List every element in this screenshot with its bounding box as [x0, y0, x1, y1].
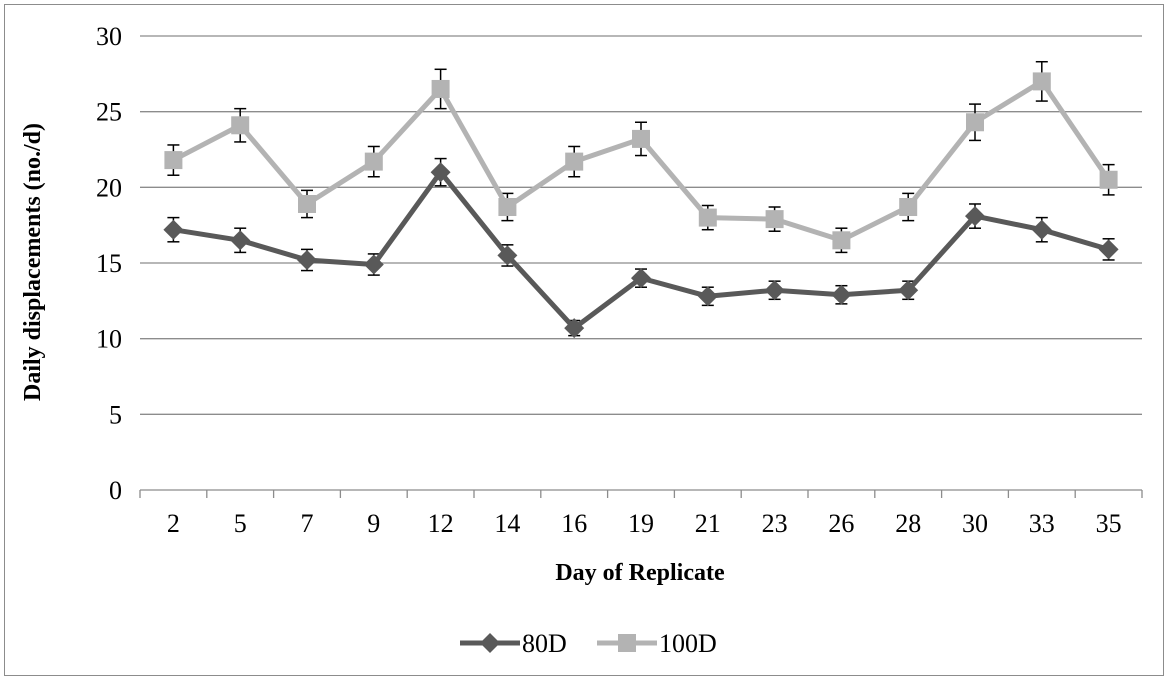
legend-label: 80D: [522, 629, 567, 658]
gridlines: [140, 35, 1142, 415]
data-point: [831, 284, 852, 305]
y-tick-label: 15: [96, 249, 122, 278]
data-point: [364, 152, 383, 171]
data-point: [1031, 219, 1052, 240]
data-point: [431, 79, 450, 98]
data-point: [565, 152, 584, 171]
y-tick-label: 0: [109, 476, 122, 505]
data-point: [1032, 72, 1051, 91]
data-point: [231, 116, 250, 135]
x-tick-label: 21: [695, 509, 721, 538]
x-tick-label: 9: [367, 509, 380, 538]
legend-marker: [618, 634, 636, 652]
data-point: [832, 231, 851, 250]
x-tick-label: 2: [167, 509, 180, 538]
legend-item: 80D: [460, 629, 567, 658]
data-point: [898, 280, 919, 301]
series-layer: [163, 60, 1119, 339]
data-point: [163, 219, 184, 240]
data-point: [498, 198, 517, 217]
y-tick-label: 10: [96, 325, 122, 354]
x-tick-label: 14: [494, 509, 520, 538]
y-tick-label: 25: [96, 98, 122, 127]
data-point: [764, 280, 785, 301]
data-point: [698, 208, 717, 227]
x-tick-label: 30: [962, 509, 988, 538]
x-tick-label: 35: [1096, 509, 1122, 538]
x-tick-label: 5: [234, 509, 247, 538]
data-point: [164, 151, 183, 170]
data-point: [966, 113, 984, 132]
data-point: [298, 194, 316, 213]
y-tick-labels: 0 5 10 15 20 25 30: [96, 22, 122, 505]
x-tick-label: 19: [628, 509, 654, 538]
data-point: [1098, 239, 1119, 260]
data-point: [564, 318, 585, 339]
series-100D: [164, 60, 1118, 254]
x-tick-label: 33: [1029, 509, 1055, 538]
x-axis: [139, 489, 1143, 498]
x-tick-label: 16: [561, 509, 587, 538]
data-point: [230, 230, 251, 251]
data-point: [697, 286, 718, 307]
x-tick-label: 7: [301, 509, 314, 538]
data-point: [632, 129, 650, 148]
data-point: [497, 245, 518, 266]
legend-label: 100D: [659, 629, 717, 658]
series-80D: [163, 157, 1119, 339]
y-tick-label: 5: [109, 400, 122, 429]
x-tick-label: 23: [762, 509, 788, 538]
data-point: [965, 206, 985, 227]
x-tick-label: 26: [828, 509, 854, 538]
data-point: [765, 210, 784, 229]
x-axis-title: Day of Replicate: [555, 560, 725, 586]
x-tick-label: 12: [428, 509, 454, 538]
legend-item: 100D: [597, 629, 717, 658]
data-point: [363, 254, 384, 275]
x-tick-label: 28: [895, 509, 921, 538]
data-point: [1099, 170, 1118, 189]
y-tick-label: 20: [96, 173, 122, 202]
legend: 80D 100D: [460, 629, 717, 658]
data-point: [899, 198, 918, 217]
x-tick-labels: 2 5 7 9 12 14 16 19 21 23 26 28 30 33 35: [167, 509, 1122, 538]
data-point: [430, 162, 451, 183]
data-point: [631, 268, 651, 289]
y-axis-title: Daily displacements (no./d): [20, 123, 46, 401]
legend-marker: [480, 633, 500, 653]
y-tick-label: 30: [96, 22, 122, 51]
data-point: [297, 249, 317, 270]
